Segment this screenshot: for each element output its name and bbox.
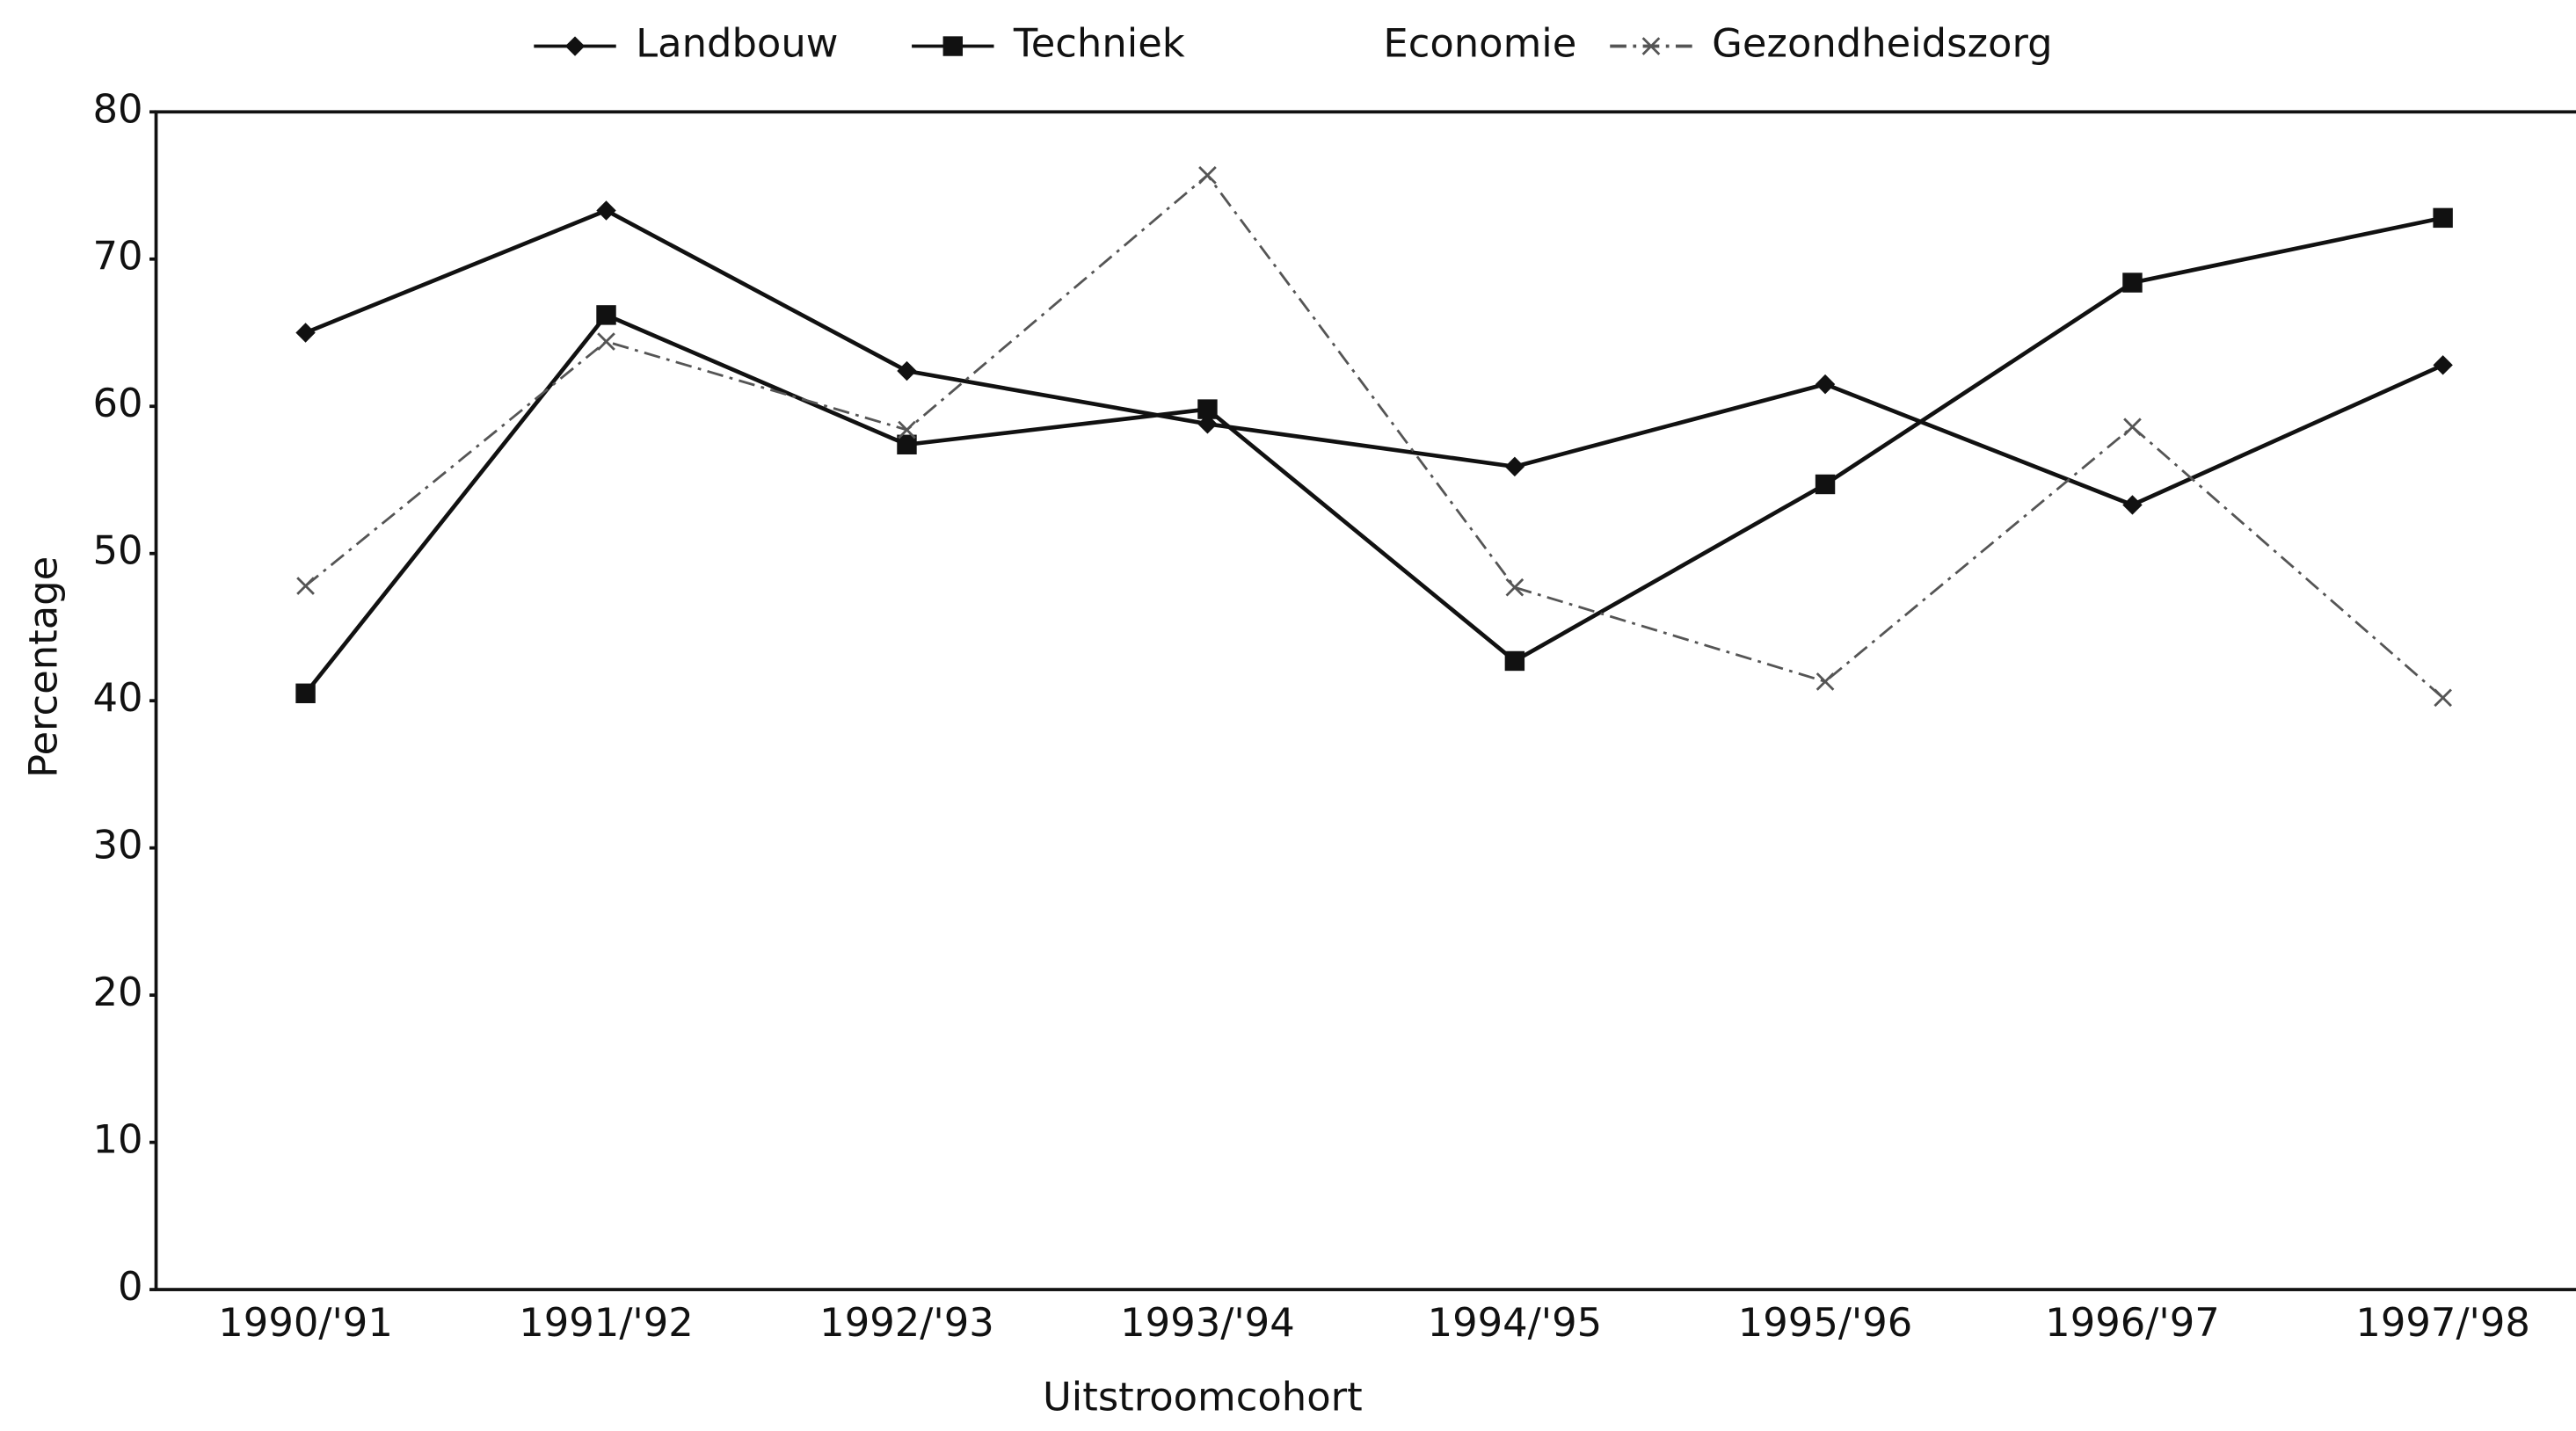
y-tick-label: 80: [93, 85, 143, 132]
legend-label: Economie: [1383, 20, 1576, 67]
marker: [1815, 374, 1836, 395]
marker: [295, 683, 316, 704]
y-tick-label: 60: [93, 380, 143, 426]
marker: [1197, 399, 1218, 419]
series-line: [303, 215, 2444, 695]
marker: [1504, 650, 1525, 672]
y-tick-label: 0: [118, 1263, 143, 1310]
marker: [2122, 272, 2143, 293]
legend-label: Landbouw: [636, 20, 838, 67]
y-tick-label: 30: [93, 822, 143, 868]
marker: [2433, 355, 2453, 375]
marker: [2434, 688, 2452, 708]
marker: [898, 420, 916, 439]
y-tick-label: 40: [93, 674, 143, 721]
y-tick-label: 70: [93, 233, 143, 280]
x-tick-label: 1994/'95: [1428, 1299, 1603, 1346]
marker: [596, 200, 616, 221]
marker: [897, 360, 917, 381]
marker: [1505, 577, 1524, 597]
y-axis-label: Percentage: [19, 556, 66, 778]
marker: [295, 323, 316, 343]
plot-frame: [154, 110, 2576, 1291]
legend-label: Techniek: [1013, 20, 1185, 67]
marker: [296, 577, 315, 595]
x-tick-label: 1996/'97: [2045, 1299, 2220, 1346]
legend-label: Gezondheidszorg: [1712, 20, 2052, 67]
marker: [1816, 672, 1835, 691]
y-tick-label: 10: [93, 1116, 143, 1163]
marker: [1815, 474, 1836, 495]
x-tick-label: 1990/'91: [218, 1299, 393, 1346]
marker: [942, 36, 964, 56]
marker: [2122, 495, 2143, 515]
marker: [597, 332, 615, 351]
marker: [1641, 37, 1661, 55]
x-axis-label: Uitstroomcohort: [1043, 1373, 1363, 1420]
x-tick-label: 1992/'93: [819, 1299, 994, 1346]
series-line: [304, 207, 2444, 507]
marker: [2123, 418, 2142, 437]
x-tick-label: 1995/'96: [1738, 1299, 1913, 1346]
y-tick-label: 20: [93, 969, 143, 1015]
x-tick-label: 1993/'94: [1120, 1299, 1295, 1346]
marker: [2433, 207, 2453, 229]
marker: [1504, 456, 1525, 477]
y-tick-label: 50: [93, 527, 143, 574]
marker: [897, 434, 917, 454]
x-tick-label: 1997/'98: [2355, 1299, 2530, 1346]
marker: [564, 36, 586, 56]
x-tick-label: 1991/'92: [519, 1299, 694, 1346]
marker: [1198, 165, 1217, 185]
marker: [596, 305, 616, 325]
series-line: [304, 173, 2444, 699]
